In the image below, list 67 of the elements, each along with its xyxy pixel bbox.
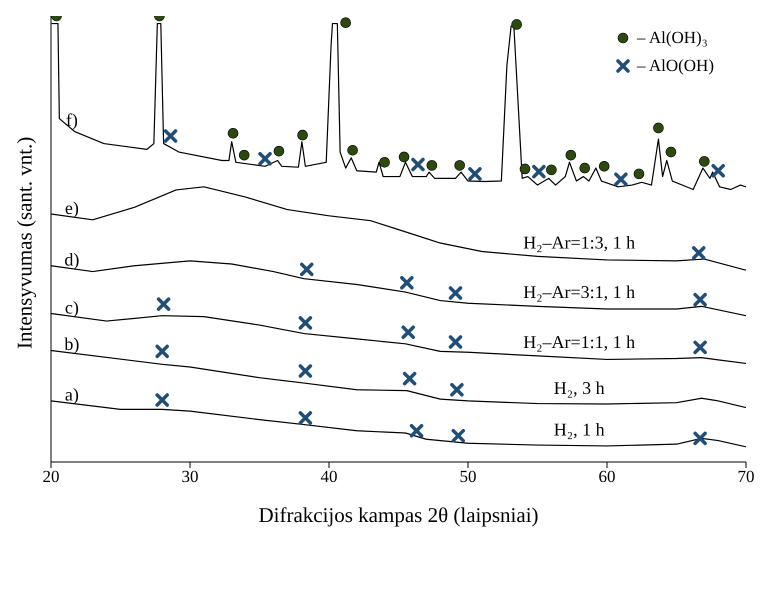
point xyxy=(454,160,465,171)
point xyxy=(258,152,272,166)
point xyxy=(379,156,390,168)
annotation: H₂–Ar=1:3, 1 h xyxy=(523,232,636,253)
point xyxy=(598,161,610,172)
point xyxy=(634,168,644,180)
point xyxy=(426,160,438,171)
series-label: d) xyxy=(64,250,80,270)
point xyxy=(274,146,284,156)
series-label: f) xyxy=(66,110,78,130)
point xyxy=(693,432,707,446)
point xyxy=(297,130,308,140)
point xyxy=(398,152,410,162)
point xyxy=(699,156,710,167)
point xyxy=(511,19,522,30)
x-tick-label: 60 xyxy=(598,467,616,486)
point xyxy=(448,335,462,349)
point xyxy=(300,262,314,276)
point xyxy=(711,164,725,178)
point xyxy=(448,286,462,300)
y-axis-title: Intensyvumas (sant. vnt.) xyxy=(12,136,36,349)
x-tick-label: 70 xyxy=(738,467,754,486)
point xyxy=(452,428,466,442)
series-label: b) xyxy=(64,334,80,354)
point xyxy=(468,167,482,181)
point xyxy=(155,344,169,358)
point xyxy=(450,383,464,396)
series-label: a) xyxy=(64,384,79,404)
series-label: c) xyxy=(64,297,79,318)
annotation: H₂, 3 h xyxy=(554,378,605,398)
point xyxy=(164,129,178,143)
x-tick-label: 30 xyxy=(182,467,198,486)
point xyxy=(238,150,250,160)
point xyxy=(402,372,416,386)
point xyxy=(546,164,557,176)
point xyxy=(400,276,414,290)
x-tick-label: 50 xyxy=(460,467,476,486)
point xyxy=(298,316,312,330)
point xyxy=(298,411,312,425)
point xyxy=(666,146,676,158)
legend-label: – AlO(OH) xyxy=(637,56,714,76)
point xyxy=(228,128,238,139)
point xyxy=(298,364,312,378)
series-label: e) xyxy=(64,198,79,218)
point xyxy=(411,158,425,172)
point xyxy=(155,393,169,407)
point xyxy=(653,122,664,134)
annotation: H₂–Ar=1:1, 1 h xyxy=(523,332,636,352)
x-axis-title: Difrakcijos kampas 2θ (laipsniai) xyxy=(258,503,539,527)
legend-label: – Al(OH)₃ xyxy=(637,28,708,48)
point xyxy=(347,144,358,156)
x-tick-label: 40 xyxy=(320,467,338,486)
point xyxy=(693,340,707,354)
point xyxy=(340,17,351,28)
x-tick-label: 20 xyxy=(42,467,60,486)
point xyxy=(401,325,415,339)
point xyxy=(520,164,530,174)
point xyxy=(579,162,590,174)
point xyxy=(692,246,706,260)
point xyxy=(410,424,424,438)
point xyxy=(532,164,546,178)
point xyxy=(693,292,707,306)
annotation: H₂–Ar=3:1, 1 h xyxy=(523,282,636,302)
point xyxy=(614,172,628,186)
annotation: H₂, 1 h xyxy=(554,420,605,440)
point xyxy=(566,150,576,160)
point xyxy=(156,297,170,311)
